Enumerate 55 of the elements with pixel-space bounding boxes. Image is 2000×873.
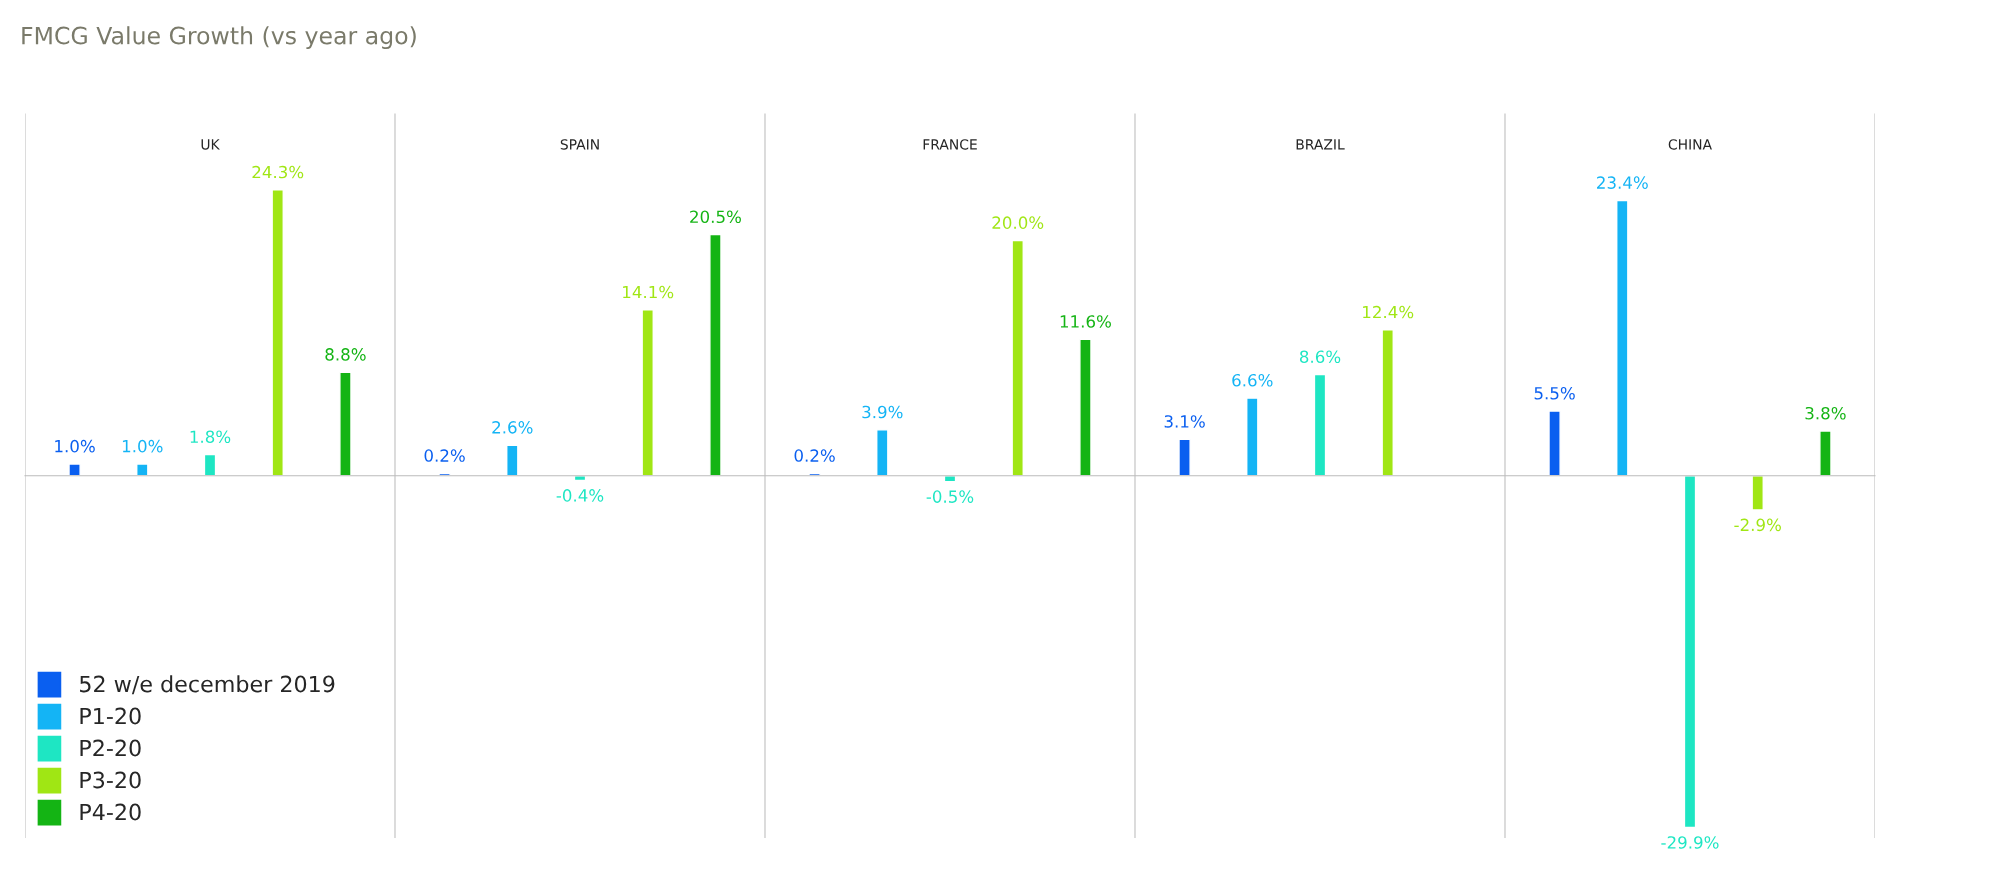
data-label: 8.6% <box>1299 350 1341 364</box>
legend-label: P1-20 <box>80 707 141 725</box>
data-label: 0.2% <box>794 449 835 462</box>
legend-label: P2-20 <box>80 739 141 757</box>
data-label: 1.8% <box>190 430 231 444</box>
data-label: 2.6% <box>492 421 533 434</box>
data-label: 20.5% <box>690 210 741 224</box>
bar <box>1381 329 1394 477</box>
data-label: 14.1% <box>623 285 674 299</box>
bar <box>1246 397 1259 477</box>
legend-label: P3-20 <box>80 771 141 789</box>
data-label: 3.8% <box>1805 406 1846 420</box>
data-label: 24.3% <box>252 165 304 179</box>
bar <box>1011 239 1024 477</box>
data-label: 23.4% <box>1597 176 1648 189</box>
bar <box>1548 410 1561 477</box>
data-label: 5.5% <box>1534 386 1575 400</box>
bar <box>1683 475 1697 829</box>
data-label: 3.1% <box>1164 415 1205 428</box>
legend-label: P4-20 <box>80 803 141 821</box>
data-label: -2.9% <box>1734 518 1781 532</box>
data-label: 3.9% <box>862 405 903 419</box>
bar <box>506 444 519 477</box>
chart-title: FMCG Value Growth (vs year ago) <box>22 26 416 50</box>
bar <box>1616 199 1629 477</box>
bar <box>339 371 352 477</box>
bar <box>203 453 217 477</box>
data-label: 1.0% <box>55 439 95 453</box>
bar <box>136 463 149 477</box>
data-label: 0.2% <box>424 449 465 462</box>
data-label: -0.5% <box>926 490 974 503</box>
x-tick-label: FRANCE <box>923 139 977 150</box>
data-label: 6.6% <box>1232 373 1273 387</box>
x-tick-label: SPAIN <box>560 139 599 150</box>
data-label: 20.0% <box>992 216 1044 229</box>
bar <box>1178 438 1191 477</box>
data-label: -0.4% <box>556 489 604 502</box>
data-label: 1.0% <box>122 439 163 453</box>
bar <box>641 309 654 477</box>
bar <box>709 233 722 477</box>
bar <box>271 189 284 477</box>
bar <box>1819 430 1832 477</box>
data-label: 8.8% <box>325 348 366 361</box>
data-label: -29.9% <box>1661 836 1719 849</box>
bar <box>68 463 81 477</box>
data-label: 11.6% <box>1060 315 1111 328</box>
data-label: 12.4% <box>1363 305 1414 319</box>
x-tick-label: BRAZIL <box>1296 139 1345 150</box>
bar <box>1079 338 1092 477</box>
bar <box>876 429 889 477</box>
bar <box>1313 373 1327 477</box>
legend-label: 52 w/e december 2019 <box>80 675 335 695</box>
x-tick-label: UK <box>201 139 220 150</box>
bar <box>1751 475 1764 511</box>
x-tick-label: CHINA <box>1668 139 1712 150</box>
